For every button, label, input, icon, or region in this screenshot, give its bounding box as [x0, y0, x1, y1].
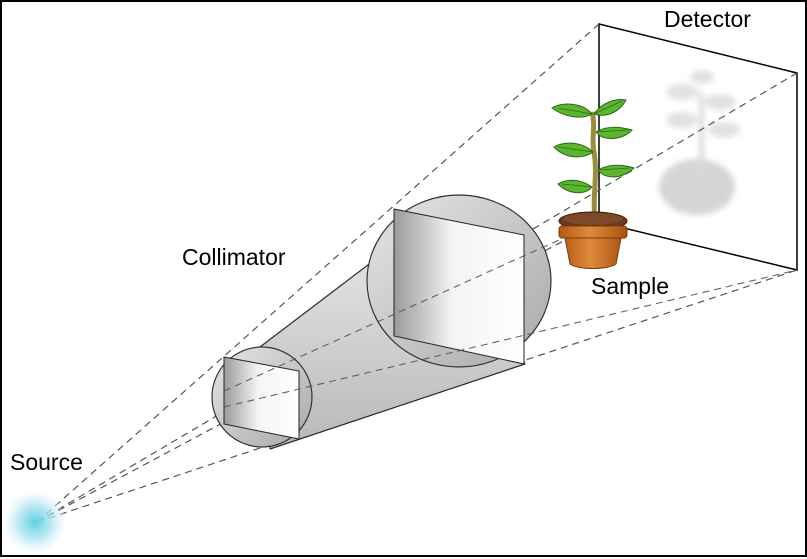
- cone-edge-bottom: [269, 363, 526, 450]
- ray-lines-overlay: [223, 221, 798, 408]
- plant-shadow-icon: [659, 70, 740, 215]
- plant-pot-icon: [551, 99, 635, 269]
- source-glow-icon: [5, 492, 65, 552]
- sample-label: Sample: [591, 273, 669, 299]
- detector-label: Detector: [664, 6, 751, 32]
- ray-upper-mid: [36, 72, 798, 523]
- source-label: Source: [10, 449, 83, 475]
- collimator-label: Collimator: [182, 244, 286, 270]
- ray-top: [36, 23, 600, 523]
- detector-panel: [598, 23, 798, 271]
- collimator-large-square: [393, 208, 525, 365]
